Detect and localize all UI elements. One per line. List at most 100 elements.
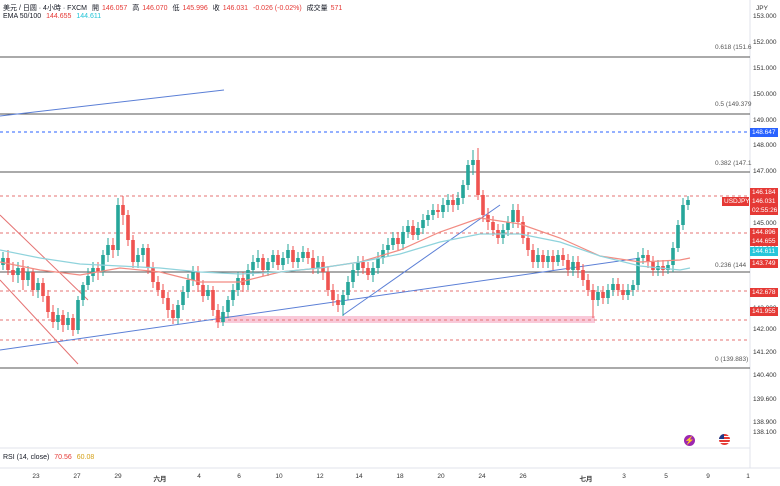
price-axis-label: 138.900 [753, 419, 777, 426]
candle-body [156, 282, 160, 290]
time-axis-label: 3 [622, 473, 626, 480]
price-axis-label: 142.000 [753, 326, 777, 333]
candle-body [611, 284, 615, 290]
open-label: 開 [91, 5, 99, 12]
price-axis-label: 150.000 [753, 91, 777, 98]
candle-body [346, 282, 350, 295]
fib-label-05: 0.5 (149.379 [715, 101, 752, 108]
trendline-support [0, 257, 641, 351]
symbol-tag: USDJPY [722, 197, 750, 206]
lightning-icon[interactable]: ⚡ [684, 435, 695, 446]
fib-label-0382: 0.382 (147.1 [715, 160, 752, 167]
channel-upper [0, 214, 89, 301]
candle-body [526, 238, 530, 250]
volume-value: 571 [330, 5, 343, 12]
candle-body [626, 290, 630, 295]
candle-body [396, 238, 400, 244]
candle-body [246, 270, 250, 285]
candle-body [166, 298, 170, 310]
ema100-value: 144.611 [76, 13, 102, 20]
candle-body [31, 272, 35, 290]
candle-body [536, 255, 540, 262]
time-axis-label: 26 [519, 473, 527, 480]
candle-body [406, 226, 410, 232]
time-axis-label: 4 [197, 473, 201, 480]
candle-body [61, 315, 65, 325]
candle-body [126, 215, 130, 240]
candle-body [291, 250, 295, 262]
open-value: 146.057 [101, 5, 128, 12]
candle-body [506, 222, 510, 230]
candle-body [76, 300, 80, 330]
price-axis-label: 145.000 [753, 220, 777, 227]
price-axis-label: 149.000 [753, 117, 777, 124]
fib-label-0: 0 (139.883) [715, 356, 749, 363]
symbol-name: 美元 / 日圆 · 4小時 · FXCM [3, 5, 87, 12]
candle-body [221, 312, 225, 322]
candle-body [206, 290, 210, 296]
candle-body [281, 258, 285, 265]
candle-body [171, 310, 175, 318]
fib-label-0618: 0.618 (151.6 [715, 44, 752, 51]
candle-body [621, 290, 625, 295]
candle-body [426, 215, 430, 220]
candle-body [341, 295, 345, 305]
candle-body [381, 250, 385, 258]
candle-body [446, 200, 450, 205]
candle-body [326, 272, 330, 290]
candle-body [46, 296, 50, 312]
candle-body [471, 160, 475, 165]
price-axis-label: 147.000 [753, 168, 777, 175]
candle-body [606, 290, 610, 298]
candle-body [666, 265, 670, 270]
candle-body [586, 280, 590, 290]
price-axis-label: 151.000 [753, 65, 777, 72]
candle-body [491, 222, 495, 230]
time-axis-label: 6 [237, 473, 241, 480]
symbol-legend[interactable]: 美元 / 日圆 · 4小時 · FXCM 開 146.057 高 146.070 低… [3, 3, 345, 13]
candle-body [96, 268, 100, 272]
candle-body [576, 262, 580, 270]
candle-body [106, 245, 110, 255]
channel-lower [0, 279, 79, 365]
candle-body [36, 283, 40, 290]
candle-body [41, 283, 45, 296]
candle-body [456, 198, 460, 205]
candle-body [441, 205, 445, 212]
price-tag-144896: 144.896 [750, 228, 778, 237]
price-axis-label: 148.000 [753, 142, 777, 149]
time-axis-label: 20 [437, 473, 445, 480]
us-flag-icon[interactable] [719, 434, 730, 445]
candle-body [271, 255, 275, 262]
low-value: 145.996 [182, 5, 208, 12]
rsi-legend[interactable]: RSI (14, close) 70.56 60.08 [3, 454, 97, 461]
candle-body [231, 290, 235, 300]
candle-body [411, 226, 415, 235]
time-axis-label: 9 [706, 473, 710, 480]
candle-body [56, 315, 60, 322]
change-value: -0.026 (-0.02%) [253, 5, 302, 12]
candle-body [551, 256, 555, 262]
candle-body [391, 238, 395, 245]
candle-body [26, 272, 30, 280]
candle-body [141, 248, 145, 255]
candle-body [181, 292, 185, 305]
price-tag-141955: 141.955 [750, 307, 778, 316]
candle-body [596, 292, 600, 300]
candle-body [186, 280, 190, 292]
time-axis-label: 10 [275, 473, 283, 480]
time-axis-label: 七月 [579, 476, 593, 483]
candle-body [366, 268, 370, 275]
rsi-value-2: 60.08 [76, 454, 95, 461]
candle-body [531, 250, 535, 262]
time-axis-label: 1 [746, 473, 750, 480]
close-value: 146.031 [222, 5, 249, 12]
candle-body [651, 262, 655, 270]
ema-legend[interactable]: EMA 50/100 144.655 144.611 [3, 13, 104, 20]
candle-body [511, 210, 515, 222]
candle-body [681, 205, 685, 225]
time-axis-label: 14 [355, 473, 363, 480]
candle-body [636, 258, 640, 285]
